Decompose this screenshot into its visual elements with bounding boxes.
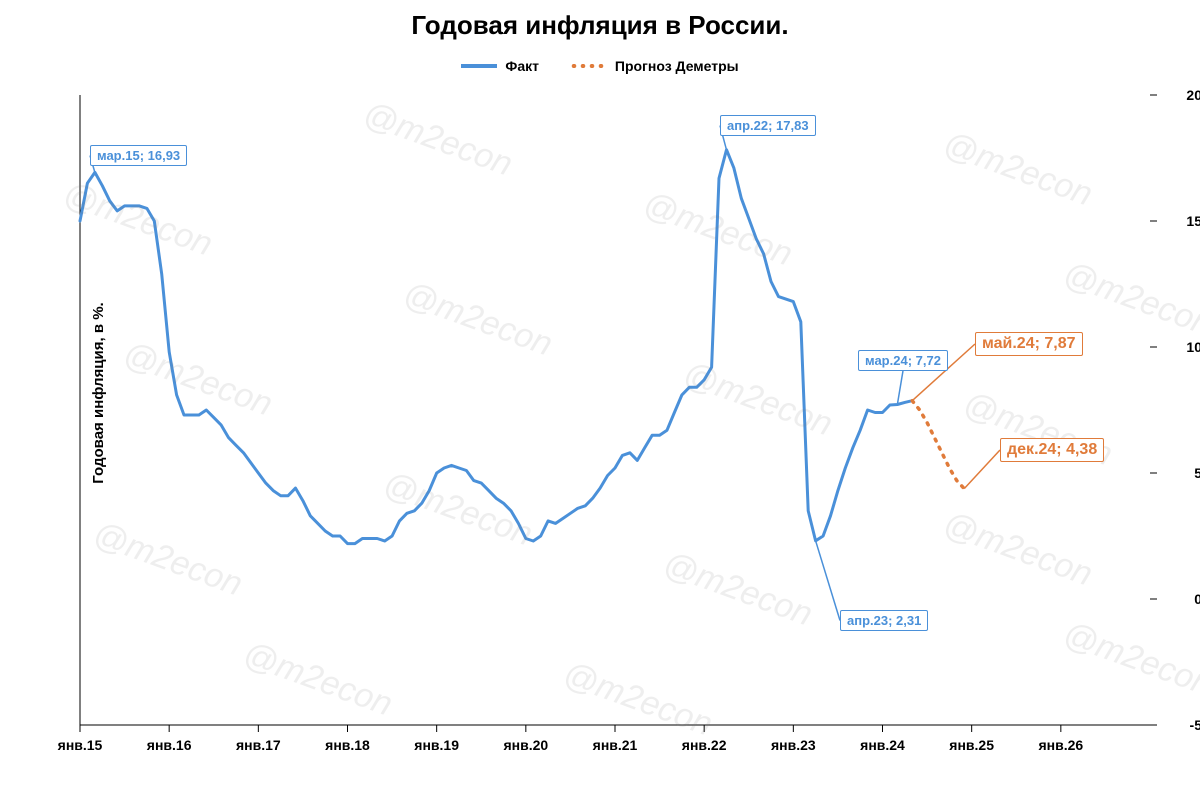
callout-leader bbox=[897, 371, 903, 404]
y-tick-label: -5 bbox=[1160, 717, 1200, 733]
chart-root: Годовая инфляция в России. Факт Прогноз … bbox=[0, 0, 1200, 785]
x-tick-label: янв.22 bbox=[682, 737, 727, 753]
x-tick-label: янв.18 bbox=[325, 737, 370, 753]
y-tick-label: 20 bbox=[1160, 87, 1200, 103]
series-forecast-line bbox=[912, 401, 964, 489]
x-tick-label: янв.23 bbox=[771, 737, 816, 753]
x-tick-label: янв.25 bbox=[949, 737, 994, 753]
callout-leader bbox=[816, 541, 840, 621]
data-callout: май.24; 7,87 bbox=[975, 332, 1083, 356]
x-tick-label: янв.26 bbox=[1038, 737, 1083, 753]
data-callout: мар.24; 7,72 bbox=[858, 350, 948, 371]
data-callout: дек.24; 4,38 bbox=[1000, 438, 1104, 462]
x-tick-label: янв.16 bbox=[147, 737, 192, 753]
data-callout: мар.15; 16,93 bbox=[90, 145, 187, 166]
x-tick-label: янв.24 bbox=[860, 737, 905, 753]
y-tick-label: 10 bbox=[1160, 339, 1200, 355]
x-tick-label: янв.21 bbox=[593, 737, 638, 753]
x-tick-label: янв.15 bbox=[58, 737, 103, 753]
y-tick-label: 5 bbox=[1160, 465, 1200, 481]
series-fact-line bbox=[80, 150, 912, 544]
data-callout: апр.23; 2,31 bbox=[840, 610, 928, 631]
x-tick-label: янв.20 bbox=[503, 737, 548, 753]
x-tick-label: янв.17 bbox=[236, 737, 281, 753]
callout-leader bbox=[964, 450, 1000, 489]
plot-svg bbox=[0, 0, 1200, 785]
x-tick-label: янв.19 bbox=[414, 737, 459, 753]
y-tick-label: 15 bbox=[1160, 213, 1200, 229]
data-callout: апр.22; 17,83 bbox=[720, 115, 816, 136]
y-tick-label: 0 bbox=[1160, 591, 1200, 607]
